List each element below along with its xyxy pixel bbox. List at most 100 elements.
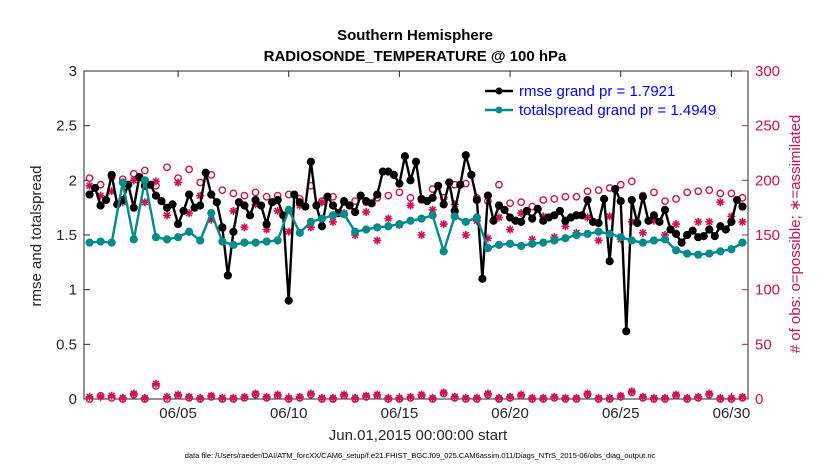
totalspread-point [660,235,670,244]
obs-assimilated-marker [395,393,404,402]
totalspread-point [295,228,304,237]
rmse-point [245,211,255,220]
obs-assimilated-marker [517,390,526,399]
totalspread-point [395,219,404,229]
obs-assimilated-marker [85,181,94,190]
y-axis-right-label: # of obs: o=possible; ∗=assimilated [787,115,804,354]
obs-assimilated-marker [716,393,725,402]
x-tick-label: 06/30 [713,405,751,422]
rmse-point [660,205,670,214]
obs-assimilated-marker [738,392,747,401]
obs-assimilated-marker [428,393,437,402]
y-right-tick-label: 300 [755,63,780,80]
rmse-point [251,195,260,205]
rmse-point [461,151,470,160]
rmse-point [395,179,404,188]
obs-assimilated-marker [539,393,548,402]
obs-assimilated-marker [295,392,304,401]
totalspread-point [572,230,581,240]
obs-possible-marker [495,180,503,189]
legend-label-totalspread: totalspread grand pr = 1.4949 [519,102,716,119]
rmse-point [90,183,100,193]
obs-assimilated-marker [196,191,205,200]
totalspread-point [384,222,393,231]
totalspread-point [339,210,349,219]
legend-marker-totalspread [495,106,503,114]
obs-possible-marker [583,187,592,196]
rmse-point [262,219,271,229]
totalspread-point [727,245,736,254]
obs-assimilated-marker [594,393,603,402]
totalspread-point [284,205,293,214]
rmse-point [157,197,166,206]
rmse-point [732,195,742,205]
y-tick-label: 1.5 [56,227,77,244]
obs-possible-marker [85,174,94,183]
totalspread-point [594,227,603,236]
rmse-point [317,222,327,231]
totalspread-point [605,229,614,239]
y-right-tick-label: 0 [755,391,763,408]
totalspread-point [118,178,127,187]
obs-assimilated-marker [85,392,94,401]
obs-assimilated-marker [284,393,293,402]
obs-assimilated-marker [373,390,382,399]
y-tick-label: 1 [69,282,77,299]
obs-assimilated-marker [683,393,692,402]
totalspread-point [251,238,260,247]
obs-assimilated-marker [638,228,647,237]
totalspread-point [638,238,647,247]
obs-assimilated-marker [96,191,105,200]
rmse-point [677,238,686,247]
obs-assimilated-marker [605,212,614,221]
obs-assimilated-marker [716,198,725,207]
obs-assimilated-marker [694,392,703,401]
obs-assimilated-marker [727,393,736,402]
rmse-point [666,225,675,234]
totalspread-point [185,227,194,236]
obs-assimilated-marker [517,209,526,218]
rmse-point [528,214,537,223]
obs-assimilated-marker [417,231,426,239]
y-tick-label: 3 [69,63,77,80]
obs-assimilated-marker [306,223,315,232]
obs-assimilated-marker [107,391,116,400]
totalspread-point [140,176,149,185]
rmse-point [339,197,349,206]
totalspread-point [173,233,183,242]
x-tick-label: 06/05 [159,405,197,422]
rmse-point [345,201,354,210]
totalspread-point [439,247,448,256]
rmse-point [129,203,138,212]
rmse-point [522,206,531,216]
obs-assimilated-marker [472,393,481,402]
totalspread-point [262,237,271,246]
rmse-point [600,194,609,204]
obs-possible-marker [661,197,669,206]
totalspread-point [705,249,714,258]
totalspread-point [461,217,470,226]
rmse-point [301,202,310,211]
totalspread-point [583,229,592,239]
obs-assimilated-marker [672,220,681,229]
obs-possible-marker [506,199,514,208]
obs-assimilated-marker [627,387,636,396]
rmse-point [146,180,155,189]
rmse-point [428,193,437,202]
rmse-point [400,152,410,161]
obs-assimilated-marker [96,392,105,401]
obs-assimilated-marker [450,200,459,209]
obs-assimilated-marker [672,390,681,399]
rmse-point [85,190,94,199]
rmse-point [96,201,105,210]
obs-assimilated-marker [738,217,747,226]
rmse-point [627,195,636,205]
obs-possible-marker [384,191,393,200]
totalspread-point [218,237,227,246]
obs-assimilated-marker [329,393,337,402]
obs-possible-marker [140,166,149,175]
legend-label-rmse: rmse grand pr = 1.7921 [519,83,675,100]
rmse-point [207,190,216,199]
totalspread-point [107,238,116,247]
obs-assimilated-marker [572,393,581,402]
